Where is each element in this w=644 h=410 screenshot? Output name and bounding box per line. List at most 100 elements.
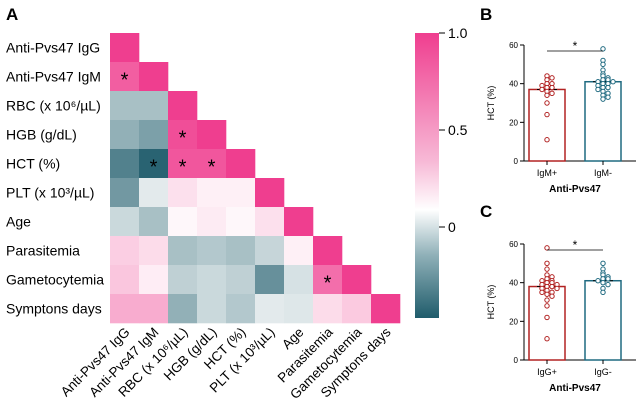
heatmap-cell bbox=[313, 265, 343, 295]
heatmap-cell bbox=[197, 265, 227, 295]
heatmap-cell bbox=[110, 149, 140, 179]
data-point bbox=[544, 100, 550, 106]
significance-star: * bbox=[179, 128, 187, 150]
heatmap-row-label: Symptons days bbox=[6, 301, 102, 317]
heatmap-cell bbox=[110, 91, 140, 121]
heatmap-cell bbox=[197, 149, 227, 179]
heatmap-cell bbox=[226, 236, 256, 266]
significance-star: * bbox=[208, 157, 216, 179]
heatmap-cell bbox=[139, 178, 169, 208]
y-tick-label: 40 bbox=[509, 80, 518, 89]
heatmap-cell bbox=[139, 62, 169, 92]
significance-star: * bbox=[121, 70, 129, 92]
heatmap-cell bbox=[110, 62, 140, 92]
significance-star: * bbox=[324, 273, 332, 295]
heatmap-cell bbox=[168, 236, 198, 266]
data-point bbox=[544, 303, 550, 309]
data-point bbox=[600, 279, 606, 286]
heatmap-cell bbox=[110, 294, 140, 324]
category-label: IgM- bbox=[594, 168, 612, 178]
bar bbox=[528, 88, 566, 162]
significance-star: * bbox=[150, 157, 158, 179]
data-point bbox=[605, 281, 611, 288]
heatmap-row-label: RBC (x 10⁶/µL) bbox=[6, 98, 101, 114]
data-point bbox=[549, 90, 555, 97]
heatmap-cell bbox=[110, 178, 140, 208]
heatmap-cell bbox=[226, 178, 256, 208]
heatmap-cell bbox=[168, 120, 198, 150]
heatmap-cell bbox=[139, 207, 169, 237]
heatmap-cell bbox=[168, 149, 198, 179]
x-axis-label: Anti-Pvs47 bbox=[549, 184, 601, 195]
heatmap-cell bbox=[110, 33, 140, 63]
heatmap-cell bbox=[110, 265, 140, 295]
heatmap-row-label: Parasitemia bbox=[6, 243, 80, 259]
colorbar: 1.0 0.5 0 bbox=[415, 25, 468, 318]
heatmap-cell bbox=[255, 265, 285, 295]
data-point bbox=[549, 84, 555, 91]
category-label: IgG+ bbox=[537, 367, 557, 377]
colorbar-gradient bbox=[415, 33, 439, 318]
heatmap-cell bbox=[110, 207, 140, 237]
heatmap-cell bbox=[110, 236, 140, 266]
heatmap-cell bbox=[284, 236, 314, 266]
colorbar-tick-1: 1.0 bbox=[448, 25, 468, 41]
data-point bbox=[605, 276, 611, 282]
heatmap-cell bbox=[197, 120, 227, 150]
heatmap-row-label: Age bbox=[6, 214, 31, 230]
data-point bbox=[605, 84, 611, 91]
heatmap-cell bbox=[284, 294, 314, 324]
category-label: IgG- bbox=[594, 367, 612, 377]
data-point bbox=[544, 260, 550, 267]
heatmap-cell bbox=[139, 265, 169, 295]
data-point bbox=[595, 86, 601, 93]
data-point bbox=[600, 96, 606, 102]
y-tick-label: 40 bbox=[509, 279, 518, 288]
heatmap-cell bbox=[168, 91, 198, 121]
significance-star: * bbox=[179, 157, 187, 179]
panel-c-label: C bbox=[480, 202, 492, 221]
heatmap-cell bbox=[197, 178, 227, 208]
data-point bbox=[605, 94, 611, 100]
heatmap-cell bbox=[342, 294, 372, 324]
data-point bbox=[539, 86, 545, 93]
data-point bbox=[600, 46, 606, 52]
heatmap-cell bbox=[139, 91, 169, 121]
heatmap-cell bbox=[255, 294, 285, 324]
data-point bbox=[549, 293, 555, 299]
heatmap-cell bbox=[168, 178, 198, 208]
y-axis-label: HCT (%) bbox=[486, 285, 496, 320]
y-tick-label: 20 bbox=[509, 118, 518, 127]
data-point bbox=[544, 314, 550, 321]
panel-a-label: A bbox=[6, 5, 18, 24]
category-label: IgM+ bbox=[537, 168, 557, 178]
heatmap-cell bbox=[139, 236, 169, 266]
heatmap-cell bbox=[342, 265, 372, 295]
significance-star: * bbox=[573, 39, 578, 53]
data-point bbox=[544, 266, 550, 272]
data-point bbox=[595, 278, 601, 284]
heatmap-cell bbox=[197, 294, 227, 324]
heatmap-cell bbox=[255, 178, 285, 208]
panel-c-chart: 0 20 40 60 HCT (%) IgG+ IgG- * Anti-Pvs47 bbox=[486, 238, 636, 394]
heatmap-cell bbox=[284, 265, 314, 295]
heatmap-cell bbox=[284, 207, 314, 237]
heatmap-cell bbox=[226, 265, 256, 295]
heatmap-row-label: Anti-Pvs47 IgG bbox=[6, 40, 100, 56]
panel-b-chart: 0 20 40 60 HCT (%) IgM+ IgM- * Anti-Pvs47 bbox=[486, 39, 636, 195]
heatmap-row-label: PLT (x 10³/µL) bbox=[6, 185, 94, 201]
panel-b-label: B bbox=[480, 5, 492, 24]
heatmap-cell bbox=[197, 207, 227, 237]
y-tick-label: 60 bbox=[509, 240, 518, 249]
data-point bbox=[539, 289, 545, 296]
data-point bbox=[544, 245, 550, 251]
heatmap-cell bbox=[139, 294, 169, 324]
data-point bbox=[610, 79, 616, 85]
data-point bbox=[600, 61, 606, 68]
data-point bbox=[549, 75, 555, 81]
heatmap-cell bbox=[313, 294, 343, 324]
heatmap-cell bbox=[313, 236, 343, 266]
heatmap-cell bbox=[110, 120, 140, 150]
data-point bbox=[544, 111, 550, 118]
